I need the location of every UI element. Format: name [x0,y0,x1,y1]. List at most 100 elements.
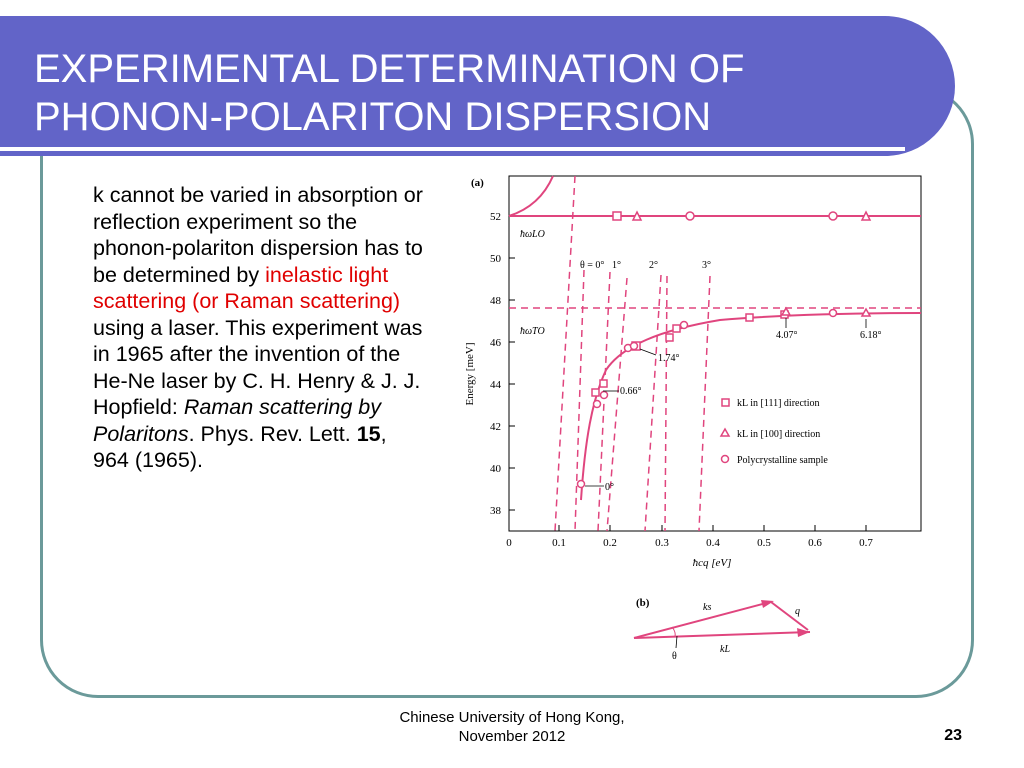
y-tick-label: 48 [490,295,502,307]
journal-ref: . Phys. Rev. Lett. [188,421,357,446]
theta-pointer [675,635,678,649]
y-axis: 52 50 48 46 44 42 40 38 [490,211,515,517]
theta-zero-label: θ = 0° [580,260,604,271]
legend-circle-icon [720,454,730,464]
ks-label: ks [703,602,711,613]
x-tick-label: 0.7 [859,537,873,549]
plot-frame [508,175,922,532]
content-frame [40,86,974,698]
marker-circle [576,479,586,489]
marker-triangle [631,210,643,221]
angle-label-2: 2° [649,260,658,271]
x-tick-label: 0.6 [808,537,822,549]
legend-square-icon [721,398,730,407]
marker-circle [828,308,838,318]
annotation-arrows [585,318,867,487]
y-tick-label: 50 [490,253,502,265]
light-line [664,275,668,532]
marker-circle [629,341,639,351]
x-tick-label: 0.2 [603,537,617,549]
panel-b-label: (b) [636,597,650,609]
light-line [606,277,628,532]
marker-square [599,379,608,388]
to-label: ħωTO [520,326,545,337]
light-line [574,269,585,532]
y-tick-label: 40 [490,463,502,475]
x-tick-label: 0.1 [552,537,566,549]
footer-credit: Chinese University of Hong Kong, Novembe… [372,708,652,746]
q-vector [770,601,809,631]
x-tick-label: 0.3 [655,537,669,549]
marker-square [612,211,622,221]
marker-triangle [860,210,872,221]
slide-number: 23 [944,727,962,744]
marker-triangle [860,307,872,317]
y-tick-label: 52 [490,211,501,223]
theta-label: θ [672,651,677,662]
upper-polariton-branch [508,175,554,217]
body-emphasis: inelastic light scattering (or Raman sca… [93,262,401,314]
annotation-6-18: 6.18° [860,330,882,341]
panel-a-label: (a) [471,177,484,189]
x-axis-label: ħcq [eV] [693,557,732,569]
kl-label: kL [720,644,730,655]
y-tick-label: 38 [490,505,502,517]
marker-square [665,333,674,342]
legend-triangle-icon [719,427,731,437]
arrow-1-74 [639,348,657,356]
annotation-0: 0° [605,482,614,493]
x-tick-label: 0.4 [706,537,720,549]
vector-arrowheads [761,600,810,637]
title-line-2: PHONON-POLARITON DISPERSION [34,95,712,139]
legend: kL in [111] direction kL in [100] direct… [719,398,828,466]
plot-curves [508,175,922,532]
body-text-2: using a laser. This experiment was in 19… [93,315,423,420]
kl-vector [633,631,811,639]
plot-labels: ħωLO ħωTO θ = 0° 1° 2° 3° 1.74° 0.66° 0°… [520,229,882,493]
kl-arrowhead-icon [797,628,810,637]
y-tick-label: 46 [490,337,502,349]
body-text-1: k cannot be varied in absorption or refl… [93,183,423,287]
ks-arrowhead-icon [761,600,774,608]
lo-label: ħωLO [520,229,545,240]
legend-item-111: kL in [111] direction [737,398,819,409]
marker-square [745,313,754,322]
theta-arc [671,626,676,637]
footer-date: November 2012 [458,728,566,745]
marker-triangle [780,306,792,316]
paper-title: Raman scattering by Polaritons [93,395,382,446]
volume-number: 15 [356,421,381,446]
title-underline [0,147,905,151]
marker-circle [592,399,602,409]
title-band: EXPERIMENTAL DETERMINATION OF PHONON-POL… [0,16,955,156]
x-tick-label: 0.5 [757,537,771,549]
y-tick-label: 42 [490,421,501,433]
ks-vector [633,601,771,639]
marker-circle [685,211,695,221]
marker-circle [679,320,689,330]
vector-labels: ks q kL θ [672,602,800,662]
angle-label-3: 3° [702,260,711,271]
light-line [554,175,576,532]
title-line-1: EXPERIMENTAL DETERMINATION OF [34,47,745,91]
marker-circle [828,211,838,221]
y-axis-label: Energy [meV] [464,342,476,405]
legend-item-poly: Polycrystalline sample [737,455,828,466]
y-tick-label: 44 [490,379,502,391]
marker-square [591,388,600,397]
body-paragraph: k cannot be varied in absorption or refl… [93,182,423,474]
light-line [597,271,611,532]
light-line [644,274,662,532]
footer-institution: Chinese University of Hong Kong, [399,709,625,726]
annotation-1-74: 1.74° [658,353,680,364]
light-line [698,275,711,532]
slide-title: EXPERIMENTAL DETERMINATION OF PHONON-POL… [34,45,914,141]
page-year: , 964 (1965). [93,421,387,473]
x-tick-label: 0 [506,537,512,549]
wavevector-diagram [633,601,811,639]
annotation-0-66: 0.66° [620,386,642,397]
data-markers [576,210,872,489]
marker-square [672,324,681,333]
angle-label-1: 1° [612,260,621,271]
